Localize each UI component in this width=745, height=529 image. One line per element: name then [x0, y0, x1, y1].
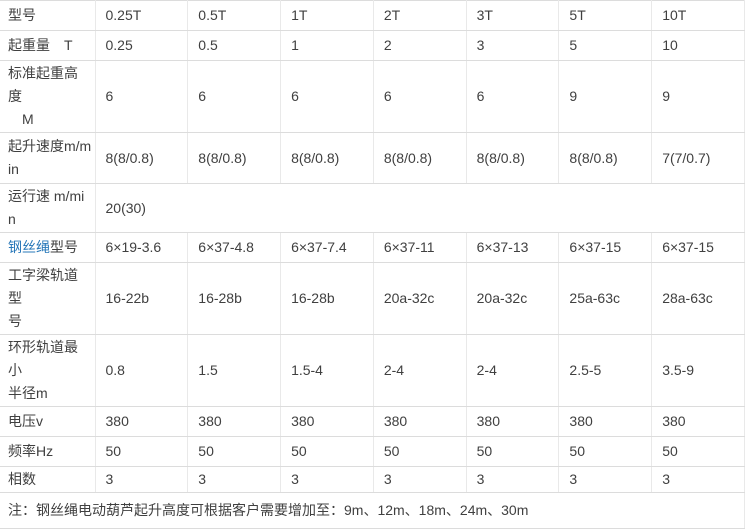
- row-label-lifting-speed: 起升速度m/m in: [0, 132, 96, 184]
- table-row-lifting-speed: 起升速度m/m in 8(8/0.8) 8(8/0.8) 8(8/0.8) 8(…: [0, 132, 745, 184]
- spec-value: 6×19-3.6: [95, 232, 189, 263]
- row-label-phases: 相数: [0, 466, 96, 493]
- spec-value: 8(8/0.8): [280, 132, 374, 184]
- spec-value: 5T: [558, 0, 653, 31]
- spec-value: 6×37-4.8: [187, 232, 282, 263]
- table-row-model: 型号 0.25T 0.5T 1T 2T 3T 5T 10T: [0, 0, 745, 31]
- spec-value: 8(8/0.8): [466, 132, 560, 184]
- spec-value: 25a-63c: [558, 262, 653, 335]
- wire-rope-link[interactable]: 钢丝绳: [8, 239, 50, 255]
- row-label-min-radius: 环形轨道最小 半径m: [0, 334, 96, 407]
- table-row-wire-rope: 钢丝绳型号 6×19-3.6 6×37-4.8 6×37-7.4 6×37-11…: [0, 232, 745, 263]
- row-label-ibeam-rail: 工字梁轨道型 号: [0, 262, 96, 335]
- spec-value: 6×37-7.4: [280, 232, 374, 263]
- spec-value: 3: [280, 466, 374, 493]
- spec-value: 0.25: [95, 30, 189, 61]
- spec-value: 380: [651, 406, 745, 437]
- row-label-frequency: 频率Hz: [0, 436, 96, 467]
- spec-value: 1T: [280, 0, 374, 31]
- spec-value: 2-4: [466, 334, 560, 407]
- spec-value: 3: [373, 466, 467, 493]
- spec-value: 16-28b: [280, 262, 374, 335]
- spec-value: 6: [280, 60, 374, 133]
- footer-note: 注：钢丝绳电动葫芦起升高度可根据客户需要增加至：9m、12m、18m、24m、3…: [0, 492, 745, 529]
- spec-value: 0.5T: [187, 0, 282, 31]
- spec-value: 1.5: [187, 334, 282, 407]
- spec-value: 1.5-4: [280, 334, 374, 407]
- spec-value: 6×37-11: [373, 232, 467, 263]
- spec-value: 9: [651, 60, 745, 133]
- spec-value: 50: [558, 436, 653, 467]
- spec-value: 3: [466, 466, 560, 493]
- spec-value: 3: [187, 466, 282, 493]
- spec-value: 50: [373, 436, 467, 467]
- spec-value: 2: [373, 30, 467, 61]
- spec-value: 28a-63c: [651, 262, 745, 335]
- spec-value: 8(8/0.8): [95, 132, 189, 184]
- spec-value: 50: [280, 436, 374, 467]
- spec-value: 380: [95, 406, 189, 437]
- table-row-capacity: 起重量 T 0.25 0.5 1 2 3 5 10: [0, 30, 745, 61]
- spec-value: 20a-32c: [373, 262, 467, 335]
- spec-value: 5: [558, 30, 653, 61]
- spec-value: 6: [373, 60, 467, 133]
- spec-value: 50: [466, 436, 560, 467]
- spec-value: 3: [95, 466, 189, 493]
- spec-value: 50: [187, 436, 282, 467]
- spec-value: 6×37-15: [651, 232, 745, 263]
- table-row-note: 注：钢丝绳电动葫芦起升高度可根据客户需要增加至：9m、12m、18m、24m、3…: [0, 492, 745, 529]
- table-row-travel-speed: 运行速 m/min 20(30): [0, 183, 745, 233]
- table-row-phases: 相数 3 3 3 3 3 3 3: [0, 466, 745, 493]
- spec-value: 20a-32c: [466, 262, 560, 335]
- spec-value: 2T: [373, 0, 467, 31]
- spec-value: 10: [651, 30, 745, 61]
- spec-value: 3T: [466, 0, 560, 31]
- spec-value: 0.5: [187, 30, 282, 61]
- spec-value: 6: [466, 60, 560, 133]
- table-row-lifting-height: 标准起重高度 M 6 6 6 6 6 9 9: [0, 60, 745, 133]
- spec-value: 2.5-5: [558, 334, 653, 407]
- table-row-ibeam-rail: 工字梁轨道型 号 16-22b 16-28b 16-28b 20a-32c 20…: [0, 262, 745, 335]
- table-row-voltage: 电压v 380 380 380 380 380 380 380: [0, 406, 745, 437]
- spec-value: 6: [95, 60, 189, 133]
- spec-value: 380: [187, 406, 282, 437]
- spec-value: 6: [187, 60, 282, 133]
- wire-rope-label-rest: 型号: [50, 239, 78, 255]
- spec-value: 3: [558, 466, 653, 493]
- row-label-travel-speed: 运行速 m/min: [0, 183, 96, 233]
- spec-value: 3.5-9: [651, 334, 745, 407]
- spec-value: 8(8/0.8): [187, 132, 282, 184]
- spec-value: 8(8/0.8): [558, 132, 653, 184]
- spec-value: 380: [466, 406, 560, 437]
- row-label-wire-rope: 钢丝绳型号: [0, 232, 96, 263]
- spec-value: 3: [651, 466, 745, 493]
- spec-value: 1: [280, 30, 374, 61]
- row-label-capacity: 起重量 T: [0, 30, 96, 61]
- row-label-lifting-height: 标准起重高度 M: [0, 60, 96, 133]
- spec-value: 16-28b: [187, 262, 282, 335]
- spec-value: 16-22b: [95, 262, 189, 335]
- spec-value-merged: 20(30): [95, 183, 745, 233]
- row-label-model: 型号: [0, 0, 96, 31]
- spec-value: 380: [373, 406, 467, 437]
- spec-value: 8(8/0.8): [373, 132, 467, 184]
- spec-value: 50: [651, 436, 745, 467]
- spec-value: 7(7/0.7): [651, 132, 745, 184]
- table-row-min-radius: 环形轨道最小 半径m 0.8 1.5 1.5-4 2-4 2-4 2.5-5 3…: [0, 334, 745, 407]
- spec-value: 6×37-13: [466, 232, 560, 263]
- spec-value: 3: [466, 30, 560, 61]
- spec-value: 0.8: [95, 334, 189, 407]
- spec-value: 380: [558, 406, 653, 437]
- spec-value: 9: [558, 60, 653, 133]
- spec-value: 0.25T: [95, 0, 189, 31]
- table-row-frequency: 频率Hz 50 50 50 50 50 50 50: [0, 436, 745, 467]
- spec-value: 50: [95, 436, 189, 467]
- spec-value: 2-4: [373, 334, 467, 407]
- spec-value: 10T: [651, 0, 745, 31]
- spec-value: 380: [280, 406, 374, 437]
- row-label-voltage: 电压v: [0, 406, 96, 437]
- spec-value: 6×37-15: [558, 232, 653, 263]
